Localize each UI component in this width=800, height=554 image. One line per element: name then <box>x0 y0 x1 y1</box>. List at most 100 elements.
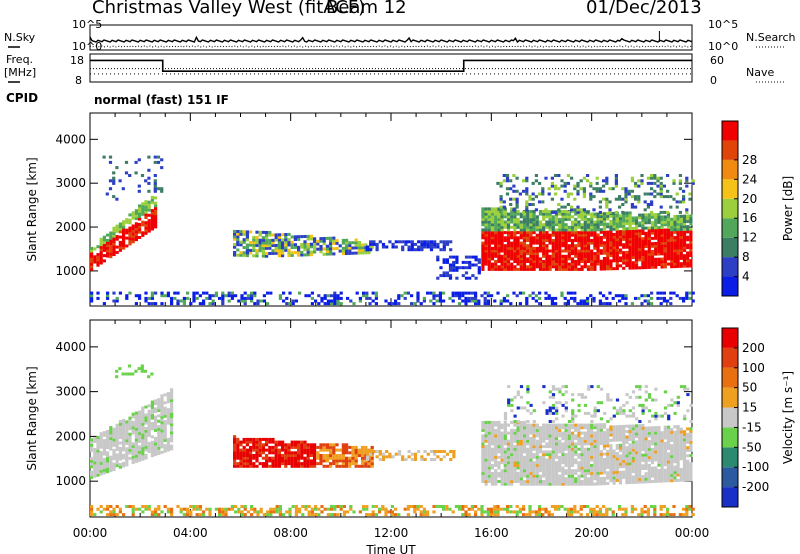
power-evening-red-cell <box>590 252 594 256</box>
velocity-evening-grey-cell <box>609 473 613 477</box>
power-evening-red-cell <box>490 207 495 211</box>
power-evening-red-cell <box>586 246 591 250</box>
power-morning-band-cell <box>348 241 352 245</box>
velocity-evening-grey-cell <box>670 460 674 464</box>
power-evening-red-cell <box>503 254 507 258</box>
velocity-early-grey-cell <box>115 437 119 441</box>
velocity-evening-grey-cell <box>535 450 539 454</box>
velocity-early-grey-cell <box>102 460 106 464</box>
cpid-label: CPID <box>6 91 39 105</box>
velocity-evening-grey-cell <box>561 471 565 475</box>
power-evening-red-cell <box>647 218 651 222</box>
power-evening-red-cell <box>641 239 645 243</box>
power-ground-layer-cell <box>682 299 686 303</box>
power-ground-layer-cell <box>509 302 513 306</box>
power-evening-red-cell <box>580 254 584 258</box>
power-evening-red-cell <box>487 254 491 258</box>
power-evening-red-cell <box>682 248 687 252</box>
power-early-blob-cell <box>106 244 110 248</box>
velocity-evening-grey-cell <box>596 428 600 432</box>
power-evening-upper-cell <box>499 184 503 188</box>
velocity-evening-grey-cell <box>686 438 690 442</box>
power-evening-red-cell <box>596 223 600 226</box>
power-evening-red-cell <box>548 254 552 258</box>
xtick-label: 08:00 <box>273 526 308 540</box>
power-ground-layer-cell <box>192 296 196 300</box>
velocity-early-grey-cell <box>163 412 167 416</box>
power-evening-red-cell <box>580 241 584 245</box>
power-ground-layer-cell <box>227 294 231 298</box>
power-ground-layer-cell <box>291 299 295 303</box>
velocity-evening-grey-cell <box>497 447 501 451</box>
power-evening-red-cell <box>538 262 543 266</box>
velocity-early-grey-cell <box>115 426 119 430</box>
power-evening-red-cell <box>548 249 552 253</box>
power-evening-red-cell <box>628 214 632 217</box>
power-scatter-3000-cell <box>153 160 157 164</box>
power-evening-red-cell <box>647 231 651 235</box>
power-morning-band-cell <box>364 251 368 255</box>
velocity-evening-grey-cell <box>580 439 584 443</box>
velocity-early-grey-cell <box>157 449 161 453</box>
power-ground-layer-cell <box>221 291 225 295</box>
power-evening-red-cell <box>532 217 536 221</box>
power-evening-red-cell <box>542 223 546 227</box>
power-evening-red-cell <box>500 210 504 213</box>
power-evening-red-cell <box>647 239 651 243</box>
power-evening-red-cell <box>494 246 498 250</box>
power-evening-red-cell <box>615 219 619 223</box>
velocity-evening-grey-cell <box>529 455 533 459</box>
power-evening-upper-cell <box>586 174 590 177</box>
power-early-blob-cell <box>118 240 122 244</box>
velocity-morning-red-cell <box>284 454 288 457</box>
velocity-evening-grey-cell <box>580 455 584 459</box>
velocity-evening-grey-cell <box>631 451 635 455</box>
velocity-evening-grey-cell <box>484 480 488 483</box>
velocity-evening-grey-cell <box>519 442 523 446</box>
power-evening-red-cell <box>670 244 674 248</box>
velocity-early-grey-cell <box>170 420 174 424</box>
power-ground-layer-cell <box>560 291 564 295</box>
power-morning-band-cell <box>290 243 294 247</box>
velocity-evening-grey-cell <box>666 463 671 467</box>
power-evening-red-cell <box>666 252 671 256</box>
velocity-morning-red-cell <box>274 459 278 463</box>
power-morning-band-cell <box>329 242 333 245</box>
velocity-evening-grey-cell <box>532 428 536 432</box>
velocity-morning-red-cell <box>261 445 265 449</box>
velocity-evening-grey-cell <box>634 459 639 463</box>
velocity-evening-grey-cell <box>484 423 488 427</box>
power-early-blob-cell <box>134 235 138 239</box>
power-evening-red-cell <box>558 233 562 237</box>
power-ground-layer-cell <box>291 302 295 306</box>
velocity-morning-red-cell <box>245 440 249 444</box>
power-evening-red-cell <box>660 220 664 224</box>
power-evening-red-cell <box>490 257 495 261</box>
velocity-morning-red-cell <box>265 459 269 463</box>
power-midday-band-cell <box>442 240 446 244</box>
power-morning-band-cell <box>252 241 256 245</box>
power-midday-band-cell <box>442 242 446 246</box>
power-early-blob-cell <box>144 210 148 214</box>
power-evening-red-cell <box>538 225 543 229</box>
velocity-evening-grey-cell <box>673 433 677 437</box>
velocity-evening-grey-cell <box>622 457 626 461</box>
power-evening-red-cell <box>634 250 639 254</box>
velocity-evening-grey-cell <box>596 442 600 446</box>
power-ground-layer-cell <box>490 294 494 298</box>
velocity-morning-red-cell <box>252 445 256 449</box>
velocity-morning-red-cell <box>300 456 304 460</box>
power-morning-band-cell <box>361 248 365 252</box>
velocity-evening-grey-cell <box>638 445 642 449</box>
velocity-early-grey-cell <box>150 413 154 417</box>
velocity-evening-grey-cell <box>622 459 626 463</box>
velocity-evening-grey-cell <box>503 455 507 459</box>
power-evening-red-cell <box>513 223 517 227</box>
power-ground-layer-cell <box>502 296 506 300</box>
power-ytick-label: 4000 <box>55 132 86 146</box>
power-evening-upper-cell <box>646 176 650 180</box>
power-evening-upper-cell <box>650 181 654 185</box>
power-evening-red-cell <box>558 225 562 229</box>
velocity-evening-grey-cell <box>526 461 530 465</box>
power-evening-red-cell <box>602 246 607 250</box>
